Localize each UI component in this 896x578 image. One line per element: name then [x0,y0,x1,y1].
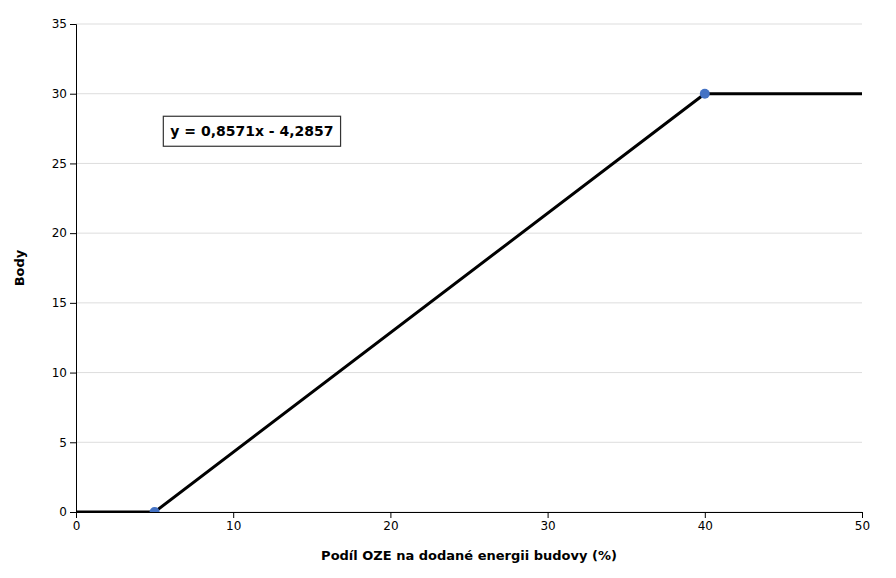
y-tick-mark [70,24,76,25]
y-tick: 0 [59,505,76,519]
grid-line [76,163,862,164]
x-tick-mark [233,512,234,518]
grid-line [76,24,862,25]
chart: 0 10 20 30 40 50 0 5 10 15 20 25 30 35 y = 0,8571x - 4… [0,0,896,578]
y-tick-mark [70,373,76,374]
y-tick-label: 0 [59,505,67,519]
y-tick: 10 [52,366,76,380]
marks [76,89,862,512]
x-tick-mark [548,512,549,518]
y-tick: 20 [52,226,76,240]
y-axis: 0 5 10 15 20 25 30 35 [52,17,77,519]
x-axis: 0 10 20 30 40 50 [73,512,870,533]
y-tick-mark [70,233,76,234]
x-tick-label: 20 [383,519,398,533]
y-tick-label: 20 [52,226,67,240]
grid-line [76,442,862,443]
x-tick-label: 10 [226,519,241,533]
x-tick-label: 50 [855,519,870,533]
x-tick-label: 0 [73,519,81,533]
x-tick: 30 [540,512,555,533]
annotation: y = 0,8571x - 4,2857 [163,116,340,146]
y-tick-label: 35 [52,17,67,31]
y-tick: 5 [59,436,76,450]
x-tick: 50 [855,512,870,533]
x-tick-label: 40 [698,519,713,533]
y-tick-label: 30 [52,87,67,101]
x-tick-mark [862,512,863,518]
x-tick-label: 30 [540,519,555,533]
plot: 0 10 20 30 40 50 0 5 10 15 20 25 30 35 y = 0,8571x - 4… [52,17,870,532]
y-tick-mark [70,303,76,304]
y-tick-label: 5 [59,436,67,450]
y-tick-mark [70,442,76,443]
grid [76,24,862,512]
grid-line [76,233,862,234]
y-tick-mark [70,163,76,164]
x-tick: 40 [698,512,713,533]
y-tick-mark [70,512,76,513]
grid-line [76,302,862,303]
y-tick-label: 15 [52,296,67,310]
x-tick: 20 [383,512,398,533]
y-tick-label: 25 [52,157,67,171]
annotation-box [163,116,340,146]
y-tick-mark [70,94,76,95]
grid-line [76,372,862,373]
x-axis-line [77,513,863,519]
x-tick-mark [390,512,391,518]
y-tick: 30 [52,87,76,101]
x-axis-title: Podíl OZE na dodané energii budovy (%) [321,548,617,563]
line [76,94,862,512]
marker [150,507,160,512]
marker [700,89,710,99]
x-tick: 10 [226,512,241,533]
x-tick-mark [705,512,706,518]
y-axis-title: Body [12,249,27,286]
y-axis-line [70,25,77,513]
y-tick: 35 [52,17,76,31]
x-tick: 0 [73,512,81,533]
y-tick: 25 [52,157,76,171]
annotation-text: y = 0,8571x - 4,2857 [170,123,333,139]
y-tick-label: 10 [52,366,67,380]
y-tick: 15 [52,296,76,310]
